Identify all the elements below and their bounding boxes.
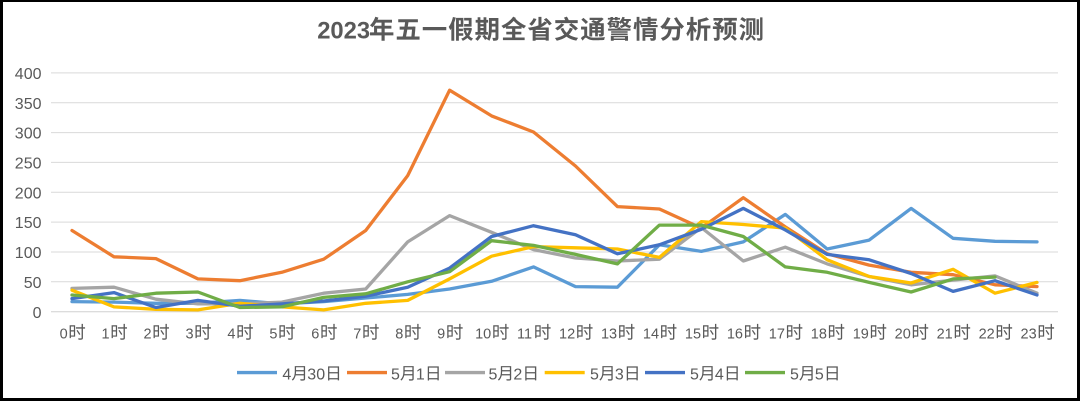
- svg-text:50: 50: [24, 275, 42, 292]
- svg-text:20: 20: [895, 327, 911, 343]
- svg-text:5: 5: [269, 327, 277, 343]
- svg-text:5: 5: [590, 366, 599, 383]
- svg-text:300: 300: [15, 126, 42, 143]
- svg-text:7: 7: [353, 327, 361, 343]
- svg-text:2: 2: [143, 327, 151, 343]
- svg-text:100: 100: [15, 245, 42, 262]
- svg-text:200: 200: [15, 185, 42, 202]
- svg-text:4: 4: [282, 366, 291, 383]
- svg-text:3: 3: [185, 327, 193, 343]
- svg-text:1: 1: [102, 327, 110, 343]
- svg-text:23: 23: [1021, 327, 1037, 343]
- svg-text:2023: 2023: [317, 18, 370, 45]
- svg-text:9: 9: [437, 327, 445, 343]
- svg-text:13: 13: [601, 327, 617, 343]
- svg-text:3: 3: [615, 366, 624, 383]
- svg-text:1: 1: [416, 366, 425, 383]
- svg-text:11: 11: [517, 327, 532, 343]
- svg-text:8: 8: [395, 327, 403, 343]
- svg-text:10: 10: [475, 327, 491, 343]
- svg-text:12: 12: [559, 327, 575, 343]
- svg-text:0: 0: [60, 327, 68, 343]
- svg-text:5: 5: [391, 366, 400, 383]
- svg-text:19: 19: [853, 327, 869, 343]
- svg-text:30: 30: [307, 366, 325, 383]
- svg-text:2: 2: [513, 366, 522, 383]
- svg-text:5: 5: [815, 366, 824, 383]
- svg-text:17: 17: [769, 327, 785, 343]
- svg-text:150: 150: [15, 215, 42, 232]
- svg-text:5: 5: [489, 366, 498, 383]
- svg-text:0: 0: [33, 305, 42, 322]
- svg-text:21: 21: [937, 327, 953, 343]
- svg-text:4: 4: [227, 327, 235, 343]
- svg-text:16: 16: [727, 327, 743, 343]
- svg-text:18: 18: [811, 327, 827, 343]
- svg-text:22: 22: [979, 327, 995, 343]
- svg-text:350: 350: [15, 96, 42, 113]
- svg-text:5: 5: [690, 366, 699, 383]
- svg-text:15: 15: [685, 327, 701, 343]
- svg-text:250: 250: [15, 156, 42, 173]
- svg-text:400: 400: [15, 66, 42, 83]
- svg-text:14: 14: [643, 327, 659, 343]
- svg-text:6: 6: [311, 327, 319, 343]
- svg-text:5: 5: [790, 366, 799, 383]
- svg-text:4: 4: [715, 366, 724, 383]
